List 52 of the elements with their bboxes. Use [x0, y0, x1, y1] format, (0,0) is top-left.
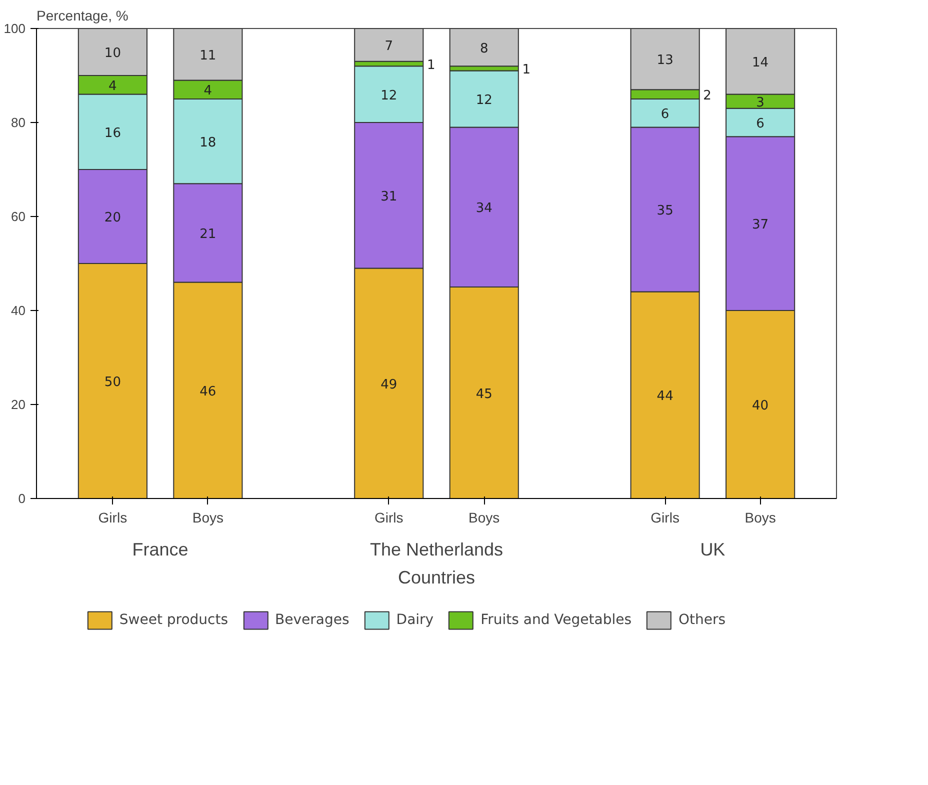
data-label: 37: [752, 218, 769, 233]
data-label: 49: [380, 377, 398, 392]
legend-label: Beverages: [275, 612, 350, 628]
data-label: 8: [480, 41, 488, 56]
data-label: 50: [104, 375, 121, 390]
data-label: 4: [108, 78, 117, 94]
text: France: [132, 540, 188, 560]
legend-label: Dairy: [396, 612, 434, 628]
text: UK: [700, 540, 726, 560]
x-tick-label: Girls: [650, 510, 680, 526]
data-label: 1: [426, 58, 436, 73]
data-label: 20: [104, 210, 121, 226]
data-label: 45: [476, 386, 492, 402]
y-axis-title: Percentage, %: [36, 8, 128, 24]
x-axis-title: Countries: [398, 568, 476, 588]
x-tick-label: Boys: [468, 510, 500, 526]
data-label: 46: [200, 384, 216, 400]
y-tick-label: 60: [11, 209, 26, 224]
legend-label: Sweet products: [119, 612, 228, 628]
legend-label: Fruits and Vegetables: [480, 612, 632, 628]
data-label: 12: [380, 88, 398, 104]
data-label: 18: [200, 135, 216, 150]
data-label: 35: [656, 203, 674, 218]
legend-label: Others: [678, 612, 726, 628]
data-label: 21: [200, 226, 216, 242]
data-label: 13: [656, 53, 674, 68]
data-label: 34: [476, 201, 492, 216]
data-label: 6: [660, 107, 670, 122]
data-label: 1: [522, 62, 530, 78]
y-tick-label: 80: [11, 115, 26, 130]
y-tick-label: 40: [11, 303, 26, 318]
data-label: 3: [756, 95, 764, 110]
data-label: 16: [104, 126, 121, 141]
data-label: 31: [380, 189, 398, 204]
x-tick-label: Girls: [374, 510, 404, 526]
text: The Netherlands: [370, 540, 504, 560]
y-tick-label: 0: [18, 491, 26, 506]
data-label: 7: [384, 38, 394, 54]
y-tick-label: 100: [4, 21, 26, 36]
data-label: 40: [752, 398, 769, 414]
data-label: 10: [104, 46, 121, 61]
data-label: 6: [756, 116, 764, 132]
data-label: 14: [752, 55, 769, 70]
data-label: 4: [204, 84, 212, 99]
x-tick-label: Boys: [744, 510, 776, 526]
data-label: 2: [703, 88, 712, 104]
data-label: 11: [200, 48, 216, 64]
data-label: 44: [656, 389, 674, 404]
x-tick-label: Boys: [192, 510, 224, 526]
data-label: 12: [476, 93, 492, 108]
y-tick-label: 20: [11, 397, 26, 412]
x-tick-label: Girls: [98, 510, 128, 526]
